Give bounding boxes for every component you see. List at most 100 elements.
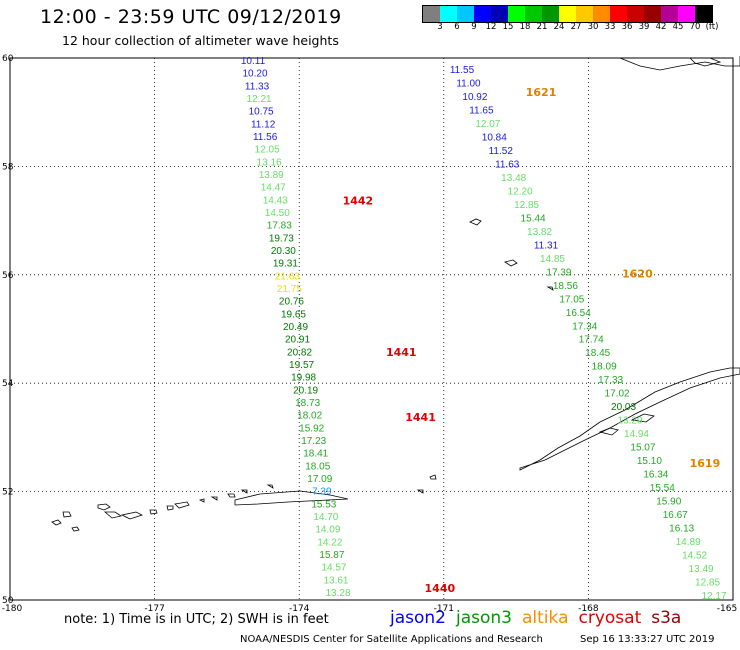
scale-label: 70: [689, 22, 701, 32]
wave-height-value: 17.23: [301, 436, 326, 447]
scale-swatch: [627, 6, 644, 22]
orbit-pass-number: 1441: [405, 411, 436, 424]
scale-swatch: [644, 6, 661, 22]
lon-label: -165: [717, 604, 737, 614]
lat-label: 58: [2, 162, 14, 172]
legend-entry: altika: [522, 608, 569, 628]
wave-height-value: 20.76: [279, 297, 304, 308]
lat-label: 52: [2, 488, 13, 498]
wave-height-value: 19.98: [291, 373, 316, 384]
color-scale: [422, 5, 713, 23]
wave-height-value: 17.09: [307, 474, 332, 485]
wave-height-value: 14.52: [682, 551, 707, 562]
wave-height-value: 20.91: [285, 335, 310, 346]
scale-label: 15: [502, 22, 514, 32]
wave-height-value: 14.57: [321, 563, 346, 574]
scale-swatch: [542, 6, 559, 22]
wave-height-value: 18.02: [297, 411, 322, 422]
lat-label: 60: [2, 54, 14, 64]
wave-height-value: 14.70: [313, 512, 338, 523]
scale-label: 6: [454, 22, 460, 32]
lon-label: -168: [578, 604, 599, 614]
wave-height-value: 19.65: [281, 309, 306, 320]
orbit-pass-number: 1441: [386, 346, 417, 359]
wave-height-value: 16.54: [566, 308, 591, 319]
scale-label: 42: [655, 22, 667, 32]
lon-label: -174: [289, 604, 310, 614]
wave-height-value: 14.50: [265, 208, 290, 219]
wave-height-value: 12.85: [695, 578, 720, 589]
wave-height-value: 14.09: [315, 525, 340, 536]
map-title: 12:00 - 23:59 UTC 09/12/2019: [40, 6, 342, 28]
scale-swatch: [525, 6, 542, 22]
wave-height-value: 18.56: [553, 281, 578, 292]
scale-swatch: [440, 6, 457, 22]
wave-height-value: 20.30: [271, 246, 296, 257]
wave-height-value: 18.41: [303, 449, 328, 460]
wave-height-value: 13.89: [259, 170, 284, 181]
wave-height-value: 17.05: [559, 294, 584, 305]
legend-entry: jason2: [390, 608, 446, 628]
wave-height-value: 19.31: [273, 259, 298, 270]
wave-height-value: 13.49: [689, 564, 714, 575]
wave-height-value: 7.39: [312, 487, 332, 498]
wave-height-value: 21.63: [275, 271, 300, 282]
scale-label: 45: [672, 22, 684, 32]
wave-height-value: 20.19: [293, 385, 318, 396]
wave-height-value: 14.47: [261, 183, 286, 194]
scale-label: 3: [437, 22, 443, 32]
orbit-pass-number: 1620: [622, 268, 653, 281]
wave-height-value: 12.21: [247, 94, 272, 105]
wave-height-value: 10.84: [482, 132, 507, 143]
wave-height-value: 15.07: [630, 443, 655, 454]
wave-height-value: 12.05: [255, 145, 280, 156]
wave-height-value: 15.53: [311, 499, 336, 510]
scale-swatch: [661, 6, 678, 22]
wave-height-value: 20.82: [287, 347, 312, 358]
wave-height-value: 15.44: [521, 213, 546, 224]
lon-label: -177: [144, 604, 164, 614]
wave-height-value: 15.92: [299, 423, 324, 434]
lat-label: 56: [2, 271, 14, 281]
wave-height-value: 19.57: [289, 360, 314, 371]
wave-height-value: 10.75: [249, 107, 274, 118]
wave-height-value: 20.03: [611, 402, 636, 413]
wave-height-value: 17.39: [546, 267, 571, 278]
wave-height-value: 16.67: [663, 510, 688, 521]
wave-height-value: 14.22: [317, 537, 342, 548]
scale-swatch: [610, 6, 627, 22]
scale-label: 12: [485, 22, 497, 32]
wave-height-value: 14.85: [540, 254, 565, 265]
wave-height-value: 15.10: [637, 456, 662, 467]
wave-height-value: 11.12: [251, 119, 276, 130]
scale-label: 18: [519, 22, 531, 32]
scale-swatch: [559, 6, 576, 22]
scale-swatch: [695, 6, 712, 22]
scale-swatch: [678, 6, 695, 22]
wave-height-value: 21.75: [277, 284, 302, 295]
wave-height-value: 13.61: [323, 575, 348, 586]
orbit-pass-number: 1440: [425, 582, 456, 595]
orbit-pass-labels: 1442 1441 1441 1440 1621 1620 1619: [343, 86, 721, 595]
wave-height-value: 17.33: [598, 375, 623, 386]
wave-height-value: 16.13: [669, 524, 694, 535]
credit-text: NOAA/NESDIS Center for Satellite Applica…: [240, 634, 543, 645]
wave-height-value: 13.16: [257, 157, 282, 168]
scale-swatch: [423, 6, 440, 22]
wave-height-value: 13.28: [325, 588, 350, 599]
wave-height-value: 17.83: [267, 221, 292, 232]
wave-height-value: 11.63: [495, 159, 520, 170]
wave-height-value: 12.07: [475, 119, 500, 130]
scale-label: 27: [570, 22, 582, 32]
map-frame: [9, 57, 734, 601]
wave-height-value: 15.90: [656, 497, 681, 508]
wave-height-value: 13.29: [617, 416, 642, 427]
scale-swatch: [508, 6, 525, 22]
wave-height-value: 14.89: [676, 537, 701, 548]
scale-label: 9: [471, 22, 477, 32]
footer: NOAA/NESDIS Center for Satellite Applica…: [240, 634, 740, 645]
wave-height-value: 12.17: [701, 591, 726, 602]
scale-label: 24: [553, 22, 565, 32]
satellite-legend: jason2 jason3 altika cryosat s3a: [390, 608, 691, 628]
